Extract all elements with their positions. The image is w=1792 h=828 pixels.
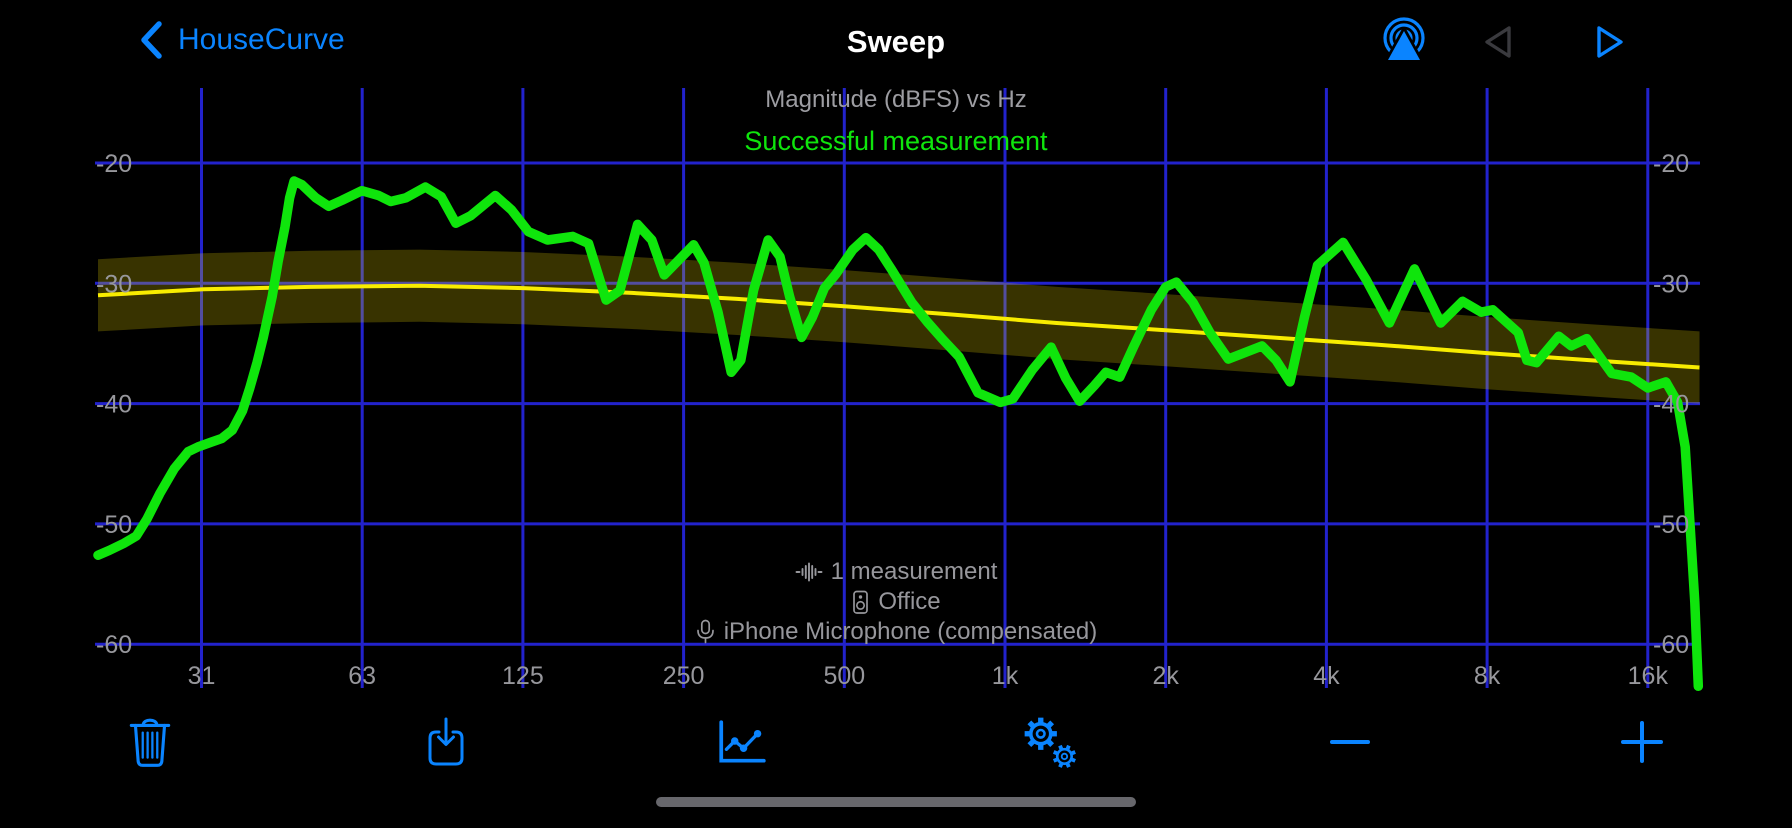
play-forward-icon[interactable]	[1590, 22, 1630, 62]
back-button[interactable]: HouseCurve	[138, 18, 345, 62]
y-tick-label-left: -60	[96, 631, 132, 659]
measurement-curve	[93, 176, 1704, 692]
zoom-in-button[interactable]	[1606, 706, 1678, 778]
target-curve	[97, 283, 1700, 370]
save-icon	[428, 717, 464, 766]
x-tick-label: 250	[663, 662, 705, 690]
home-indicator[interactable]	[656, 797, 1136, 807]
save-button[interactable]	[410, 706, 482, 778]
output-device: Office	[878, 588, 941, 615]
input-device-row: iPhone Microphone (compensated)	[695, 618, 1098, 645]
y-tick-label-left: -20	[96, 150, 132, 178]
status-message: Successful measurement	[744, 126, 1048, 156]
chart-subtitle: Magnitude (dBFS) vs Hz	[765, 86, 1027, 113]
settings-gears-icon	[1024, 717, 1076, 768]
airplay-audio-icon[interactable]	[1379, 16, 1429, 68]
x-tick-label: 2k	[1152, 662, 1179, 690]
trash-icon	[129, 718, 171, 767]
input-device: iPhone Microphone (compensated)	[723, 618, 1098, 645]
measurement-info: 1 measurement Office iPhone Microphone (…	[0, 559, 1792, 645]
y-tick-label-left: -40	[96, 391, 132, 419]
x-tick-label: 8k	[1474, 662, 1501, 690]
waveform-icon	[795, 562, 823, 582]
y-tick-label-right: -20	[1653, 150, 1689, 178]
x-tick-label: 4k	[1313, 662, 1340, 690]
page-title: Sweep	[846, 24, 946, 59]
chart-icon	[719, 720, 766, 763]
zoom-in-icon	[1621, 721, 1663, 763]
y-tick-label-right: -60	[1653, 631, 1689, 659]
delete-button[interactable]	[114, 706, 186, 778]
zoom-out-icon	[1330, 740, 1370, 744]
measurement-count-row: 1 measurement	[795, 558, 998, 585]
output-device-row: Office	[851, 588, 941, 615]
x-tick-label: 63	[348, 662, 376, 690]
back-button-label: HouseCurve	[178, 23, 345, 56]
x-tick-label: 31	[188, 662, 216, 690]
chart-button[interactable]	[706, 706, 778, 778]
play-backward-icon[interactable]	[1478, 22, 1518, 62]
y-tick-label-left: -50	[96, 511, 132, 539]
measurement-count: 1 measurement	[830, 558, 998, 585]
speaker-icon	[853, 590, 869, 614]
x-tick-label: 1k	[992, 662, 1019, 690]
zoom-out-button[interactable]	[1314, 706, 1386, 778]
y-tick-label-right: -40	[1653, 391, 1689, 419]
y-tick-label-right: -30	[1653, 270, 1689, 298]
y-tick-label-right: -50	[1653, 511, 1689, 539]
x-tick-label: 16k	[1628, 662, 1669, 690]
x-tick-label: 125	[502, 662, 544, 690]
microphone-icon	[696, 619, 714, 644]
back-chevron-icon	[141, 21, 162, 59]
settings-button[interactable]	[1013, 706, 1085, 778]
x-tick-label: 500	[823, 662, 865, 690]
y-tick-label-left: -30	[96, 270, 132, 298]
